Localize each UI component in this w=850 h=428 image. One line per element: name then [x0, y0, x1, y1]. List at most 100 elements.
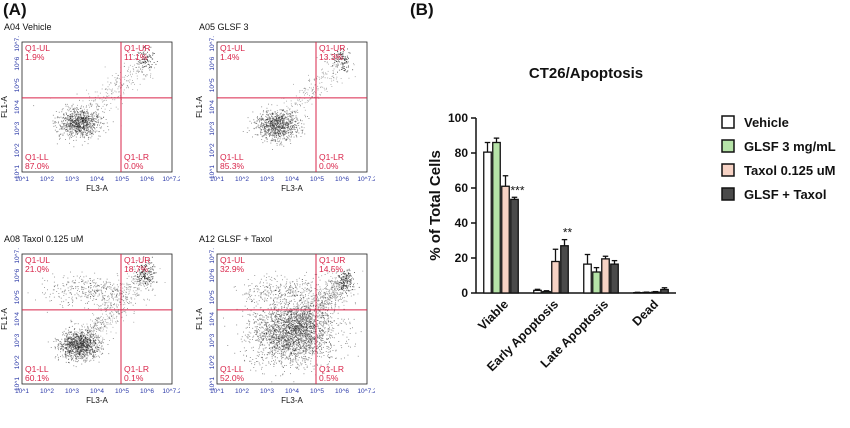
x-axis-label: FL3-A	[86, 396, 108, 405]
y-tick-label: 10^2	[209, 143, 216, 157]
y-tick-label: 10^2	[14, 355, 21, 369]
y-axis-label: FL1-A	[195, 95, 204, 117]
flow-plot-title: A12 GLSF + Taxol	[199, 234, 272, 244]
bar	[511, 199, 519, 293]
x-tick-label: 10^6	[140, 388, 154, 395]
x-tick-label: 10^2	[40, 388, 54, 395]
bar	[552, 262, 560, 294]
x-tick-label: 10^4	[90, 388, 104, 395]
x-tick-label: 10^5	[115, 388, 129, 395]
x-tick-label: 10^2	[235, 388, 249, 395]
bar	[534, 290, 542, 293]
legend-swatch	[722, 116, 734, 128]
bar	[543, 292, 551, 293]
category-label: Dead	[630, 297, 662, 329]
y-tick-label: 10^3	[14, 333, 21, 347]
quadrant-lr-value: 0.1%	[124, 373, 144, 383]
x-tick-label: 10^4	[285, 176, 299, 183]
y-tick-label: 10^6	[14, 56, 21, 70]
quadrant-ll-value: 85.3%	[220, 161, 245, 171]
y-tick-label: 10^4	[209, 100, 216, 114]
flow-plot-title: A08 Taxol 0.125 uM	[4, 234, 83, 244]
x-tick-label: 10^3	[65, 176, 79, 183]
flow-scatter: Q1-UL32.9%Q1-UR14.5%Q1-LL52.0%Q1-LR0.5%1…	[195, 248, 375, 426]
legend-swatch	[722, 140, 734, 152]
flow-scatter: Q1-UL21.0%Q1-UR18.7%Q1-LL60.1%Q1-LR0.1%1…	[0, 248, 180, 426]
y-tick-label: 10^1	[14, 165, 21, 179]
legend-swatch	[722, 164, 734, 176]
quadrant-ur-value: 14.5%	[319, 264, 344, 274]
y-tick-label: 10^1	[209, 377, 216, 391]
y-axis-label: FL1-A	[0, 307, 9, 329]
y-tick-label: 10^7.2	[209, 36, 216, 52]
bar	[652, 292, 660, 293]
quadrant-ul-value: 21.0%	[25, 264, 50, 274]
x-tick-label: 10^7.2	[162, 176, 180, 183]
quadrant-ur-value: 13.3%	[319, 52, 344, 62]
y-tick-label: 10^3	[14, 121, 21, 135]
bar	[602, 259, 610, 293]
bar	[611, 264, 619, 293]
x-tick-label: 10^5	[115, 176, 129, 183]
scatter-points	[243, 49, 356, 150]
x-tick-label: 10^3	[260, 176, 274, 183]
flow-plot-title: A04 Vehicle	[4, 22, 52, 32]
quadrant-ul-value: 1.9%	[25, 52, 45, 62]
bar	[493, 143, 501, 294]
bar	[584, 264, 592, 293]
bar	[661, 290, 669, 294]
flow-plot-title: A05 GLSF 3	[199, 22, 249, 32]
y-tick-label: 10^7.2	[209, 248, 216, 264]
y-tick-label: 10^5	[14, 290, 21, 304]
x-axis-label: FL3-A	[86, 184, 108, 193]
panel-a-label: (A)	[3, 0, 27, 20]
panel-b-label: (B)	[410, 0, 434, 20]
y-tick-label: 60	[455, 181, 469, 195]
y-tick-label: 10^4	[209, 312, 216, 326]
legend-label: GLSF + Taxol	[744, 187, 826, 202]
y-tick-label: 10^1	[14, 377, 21, 391]
x-tick-label: 10^6	[335, 388, 349, 395]
y-tick-label: 10^2	[14, 143, 21, 157]
x-axis-label: FL3-A	[281, 396, 303, 405]
x-tick-label: 10^3	[65, 388, 79, 395]
y-tick-label: 10^3	[209, 121, 216, 135]
legend-label: GLSF 3 mg/mL	[744, 139, 836, 154]
quadrant-lr-value: 0.5%	[319, 373, 339, 383]
y-tick-label: 10^6	[209, 56, 216, 70]
quadrant-ur-value: 11.1%	[124, 52, 148, 62]
bar	[561, 246, 569, 293]
x-tick-label: 10^7.2	[357, 388, 375, 395]
x-axis-label: FL3-A	[281, 184, 303, 193]
bar	[593, 272, 601, 293]
x-tick-label: 10^3	[260, 388, 274, 395]
quadrant-ul-value: 32.9%	[220, 264, 245, 274]
x-tick-label: 10^6	[335, 176, 349, 183]
y-tick-label: 10^7.2	[14, 36, 21, 52]
y-tick-label: 10^4	[14, 100, 21, 114]
flow-scatter: Q1-UL1.4%Q1-UR13.3%Q1-LL85.3%Q1-LR0.0%10…	[195, 36, 375, 214]
y-tick-label: 10^1	[209, 165, 216, 179]
x-tick-label: 10^4	[285, 388, 299, 395]
y-axis-label: FL1-A	[0, 95, 9, 117]
quadrant-lr-value: 0.0%	[124, 161, 144, 171]
y-tick-label: 10^5	[209, 290, 216, 304]
significance-marker: **	[563, 226, 573, 240]
y-tick-label: 10^7.2	[14, 248, 21, 264]
y-tick-label: 10^6	[14, 268, 21, 282]
x-tick-label: 10^2	[235, 176, 249, 183]
x-tick-label: 10^4	[90, 176, 104, 183]
y-tick-label: 40	[455, 216, 469, 230]
legend-label: Taxol 0.125 uM	[744, 163, 836, 178]
y-tick-label: 10^2	[209, 355, 216, 369]
y-tick-label: 10^5	[14, 78, 21, 92]
quadrant-ll-value: 87.0%	[25, 161, 50, 171]
y-tick-label: 20	[455, 251, 469, 265]
x-tick-label: 10^5	[310, 176, 324, 183]
significance-marker: ***	[510, 183, 524, 197]
